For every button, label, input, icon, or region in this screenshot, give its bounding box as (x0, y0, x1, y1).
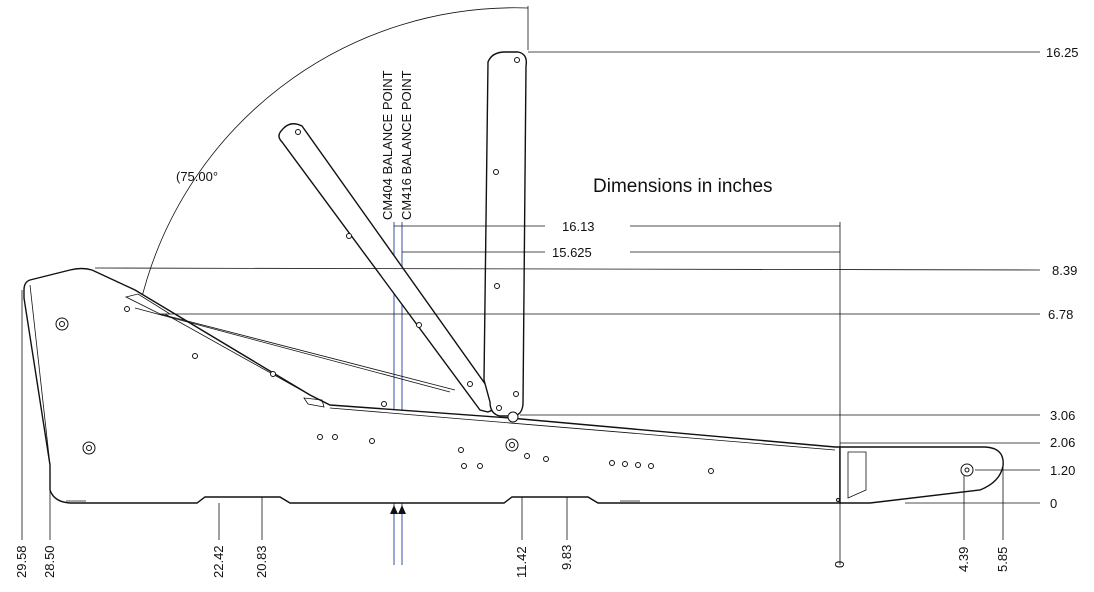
arm-strut (159, 313, 456, 391)
bottom-dim-4-39: 4.39 (956, 547, 971, 572)
dimline-8-39 (94, 267, 1041, 271)
right-dim-8-39: 8.39 (1052, 263, 1077, 278)
balance-dim-label-15-625: 15.625 (552, 245, 592, 260)
bottom-dim-22-42: 22.42 (211, 545, 226, 578)
right-dim-2-06: 2.06 (1050, 435, 1075, 450)
right-dim-16-25: 16.25 (1046, 45, 1079, 60)
balance-dim-label-16-13: 16.13 (562, 219, 595, 234)
right-dim-1-20: 1.20 (1050, 463, 1075, 478)
inner-top-line (29, 284, 51, 466)
bottom-dim-28-50: 28.50 (42, 545, 57, 578)
inner-deck-line (329, 407, 836, 451)
right-dim-0: 0 (1050, 496, 1057, 511)
upright-pivot (507, 411, 519, 423)
bottom-dim-9-83: 9.83 (559, 545, 574, 570)
console-side-body (23, 267, 841, 504)
bottom-dim-29-58: 29.58 (14, 545, 29, 578)
bottom-dim-20-83: 20.83 (254, 545, 269, 578)
balance-arrow-cm404-bottom (390, 505, 398, 514)
rear-foot (839, 446, 1004, 504)
dimensions-title: Dimensions in inches (593, 176, 773, 197)
right-dim-6-78: 6.78 (1048, 307, 1073, 322)
front-trim (303, 397, 325, 408)
balance-arrow-cm416-bottom (398, 505, 406, 514)
bottom-dim-0: 0 (832, 561, 847, 568)
bottom-dim-5-85: 5.85 (995, 547, 1010, 572)
rotation-arc (139, 7, 529, 306)
inner-panel-line (164, 313, 311, 396)
bottom-dim-11-42: 11.42 (514, 546, 529, 578)
right-dim-3-06: 3.06 (1050, 408, 1075, 423)
balance-label-cm416: CM416 BALANCE POINT (399, 70, 414, 220)
balance-label-cm404: CM404 BALANCE POINT (380, 70, 395, 220)
angle-label: (75.00° (176, 169, 218, 184)
arm-strut-2 (134, 307, 451, 393)
foot-slot (847, 451, 867, 499)
screw-holes (55, 57, 840, 502)
foot-bolt-inner (964, 467, 970, 473)
upright-arm (483, 51, 528, 417)
